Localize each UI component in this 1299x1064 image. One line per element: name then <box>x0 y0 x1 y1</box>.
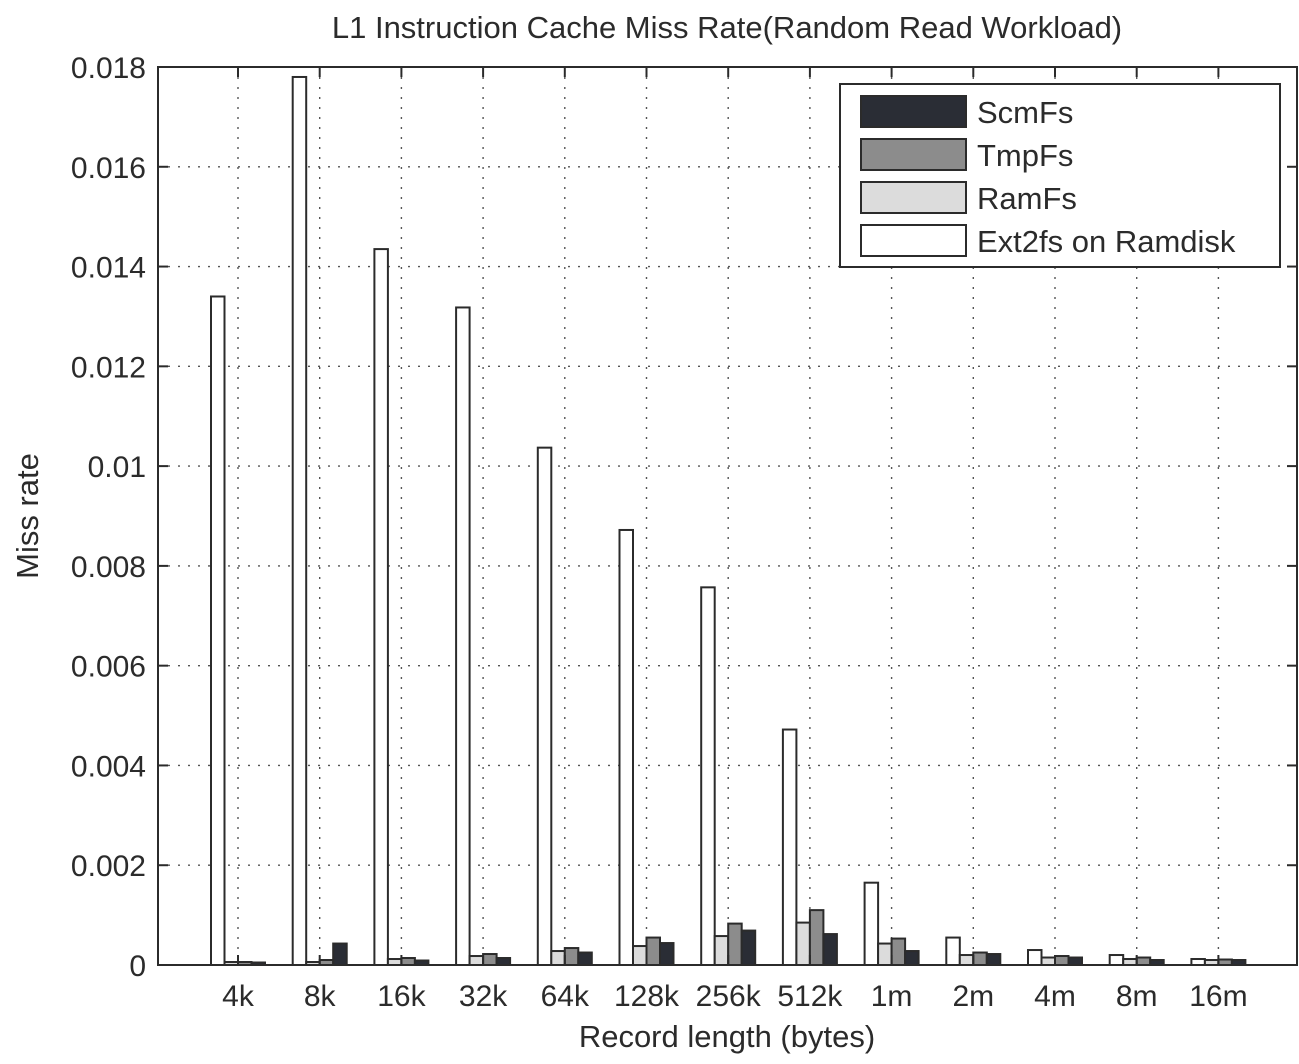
bar-scmfs-128k <box>659 942 675 966</box>
bar-ramfs-64k <box>550 950 566 967</box>
bar-tmpfs-8m <box>1135 956 1152 966</box>
legend-entry-label: TmpFs <box>977 138 1073 173</box>
bar-scmfs-4m <box>1067 956 1083 966</box>
x-tick-label: 32k <box>459 980 508 1013</box>
bar-ext2fs-on-ramdisk-8k <box>291 75 308 966</box>
x-tick-label: 16k <box>377 980 426 1013</box>
x-tick-label: 512k <box>777 980 843 1013</box>
x-tick-label: 2m <box>952 980 994 1013</box>
bar-tmpfs-256k <box>727 922 743 966</box>
y-tick-label: 0.012 <box>71 351 146 384</box>
x-tick-labels: 4k 8k 16k 32k 64k 128k 256k 512k 1m 2m 4m 8m 16m <box>222 980 1247 1013</box>
x-tick-label: 4m <box>1034 980 1076 1013</box>
legend-swatch <box>860 138 967 171</box>
x-tick-label: 1m <box>871 980 913 1013</box>
legend-swatch <box>860 181 967 214</box>
bar-scmfs-8k <box>332 942 348 967</box>
bar-tmpfs-1m <box>890 937 907 967</box>
bar-ext2fs-on-ramdisk-128k <box>618 528 634 966</box>
legend-entry-label: Ext2fs on Ramdisk <box>977 224 1236 259</box>
x-tick-label: 4k <box>222 980 255 1013</box>
bar-ext2fs-on-ramdisk-8m <box>1108 954 1125 966</box>
bar-ramfs-1m <box>877 942 893 967</box>
bar-ramfs-256k <box>713 935 730 967</box>
bar-ramfs-512k <box>795 921 811 966</box>
bar-ext2fs-on-ramdisk-64k <box>536 446 553 966</box>
x-axis-label: Record length (bytes) <box>579 1019 875 1054</box>
bar-ext2fs-on-ramdisk-16k <box>373 248 389 967</box>
bar-ext2fs-on-ramdisk-2m <box>945 936 961 966</box>
x-tick-label: 128k <box>614 980 680 1013</box>
bar-tmpfs-4m <box>1054 955 1070 967</box>
y-tick-label: 0 <box>129 950 146 983</box>
axis-ticks <box>158 66 1297 966</box>
x-tick-label: 8m <box>1116 980 1158 1013</box>
bar-scmfs-256k <box>740 929 757 966</box>
bar-tmpfs-32k <box>482 953 498 966</box>
y-tick-label: 0.01 <box>88 451 146 484</box>
bar-scmfs-512k <box>822 933 838 967</box>
legend-entry-label: ScmFs <box>977 95 1073 130</box>
bar-scmfs-1m <box>904 950 920 967</box>
y-tick-labels: 0 0.002 0.004 0.006 0.008 0.01 0.012 0.014 0.016… <box>71 52 146 983</box>
chart-title: L1 Instruction Cache Miss Rate(Random Re… <box>332 10 1122 45</box>
x-tick-label: 64k <box>541 980 590 1013</box>
bar-tmpfs-2m <box>972 951 988 966</box>
y-tick-label: 0.006 <box>71 651 146 684</box>
y-tick-label: 0.002 <box>71 850 146 883</box>
bar-ext2fs-on-ramdisk-32k <box>455 306 471 967</box>
y-tick-label: 0.014 <box>71 252 146 285</box>
bar-tmpfs-128k <box>645 936 661 966</box>
bar-ramfs-4m <box>1040 956 1056 966</box>
legend-swatch <box>860 95 967 128</box>
x-tick-label: 8k <box>304 980 337 1013</box>
legend-swatch <box>860 224 967 257</box>
bar-tmpfs-16k <box>400 957 416 967</box>
bar-ext2fs-on-ramdisk-1m <box>863 881 880 967</box>
bar-ramfs-128k <box>632 945 648 967</box>
y-tick-label: 0.016 <box>71 152 146 185</box>
legend: ScmFs TmpFs RamFs Ext2fs on Ramdisk <box>839 83 1281 268</box>
bar-ext2fs-on-ramdisk-256k <box>700 586 716 966</box>
y-axis-label: Miss rate <box>10 453 45 579</box>
legend-entry-label: RamFs <box>977 181 1077 216</box>
bars <box>210 75 1247 967</box>
bar-scmfs-64k <box>577 951 593 966</box>
x-tick-label: 256k <box>696 980 762 1013</box>
bar-scmfs-2m <box>985 953 1002 966</box>
bar-tmpfs-64k <box>563 947 580 967</box>
bar-ext2fs-on-ramdisk-4m <box>1027 949 1043 966</box>
y-tick-label: 0.018 <box>71 52 146 85</box>
bar-tmpfs-512k <box>808 909 825 966</box>
bar-ext2fs-on-ramdisk-512k <box>781 728 798 966</box>
bar-ramfs-32k <box>468 955 485 967</box>
bar-ramfs-2m <box>958 954 975 966</box>
y-tick-label: 0.008 <box>71 551 146 584</box>
bar-ext2fs-on-ramdisk-4k <box>210 295 226 966</box>
x-tick-label: 16m <box>1189 980 1247 1013</box>
bar-scmfs-32k <box>495 957 512 967</box>
y-tick-label: 0.004 <box>71 750 146 783</box>
